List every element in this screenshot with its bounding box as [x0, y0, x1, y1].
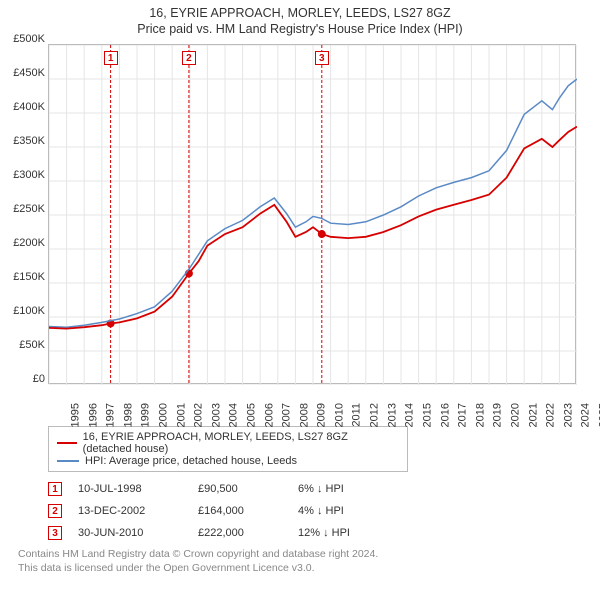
marker-2: 2 [182, 51, 196, 65]
y-tick-label: £100K [13, 305, 45, 317]
y-tick-label: £200K [13, 237, 45, 249]
x-tick-label: 2017 [457, 403, 469, 427]
legend-item: HPI: Average price, detached house, Leed… [57, 455, 399, 467]
x-tick-label: 2014 [404, 403, 416, 427]
x-tick-label: 2022 [545, 403, 557, 427]
y-tick-label: £0 [33, 373, 45, 385]
event-date: 30-JUN-2010 [78, 527, 198, 539]
x-tick-label: 2000 [157, 403, 169, 427]
x-tick-label: 2019 [492, 403, 504, 427]
event-price: £222,000 [198, 527, 298, 539]
legend: 16, EYRIE APPROACH, MORLEY, LEEDS, LS27 … [48, 426, 408, 472]
marker-1: 1 [104, 51, 118, 65]
marker-3: 3 [315, 51, 329, 65]
footer-line2: This data is licensed under the Open Gov… [18, 562, 582, 576]
x-tick-label: 2004 [228, 403, 240, 427]
legend-label: 16, EYRIE APPROACH, MORLEY, LEEDS, LS27 … [83, 431, 399, 455]
events-table: 1 10-JUL-1998£90,5006% ↓ HPI 2 13-DEC-2002£… [48, 482, 582, 540]
y-tick-label: £350K [13, 135, 45, 147]
title-address: 16, EYRIE APPROACH, MORLEY, LEEDS, LS27 … [0, 6, 600, 20]
x-tick-label: 2002 [193, 403, 205, 427]
y-tick-label: £150K [13, 271, 45, 283]
event-marker: 3 [48, 526, 62, 540]
event-date: 13-DEC-2002 [78, 505, 198, 517]
footer-line1: Contains HM Land Registry data © Crown c… [18, 548, 582, 562]
y-axis-labels: £0£50K£100K£150K£200K£250K£300K£350K£400… [3, 39, 47, 377]
legend-item: 16, EYRIE APPROACH, MORLEY, LEEDS, LS27 … [57, 431, 399, 455]
event-row: 3 30-JUN-2010£222,00012% ↓ HPI [48, 526, 582, 540]
x-tick-label: 2003 [210, 403, 222, 427]
event-price: £90,500 [198, 483, 298, 495]
y-tick-label: £500K [13, 33, 45, 45]
price-chart: £0£50K£100K£150K£200K£250K£300K£350K£400… [48, 44, 576, 384]
y-tick-label: £400K [13, 101, 45, 113]
x-tick-label: 2015 [421, 403, 433, 427]
x-tick-label: 2008 [298, 403, 310, 427]
legend-swatch [57, 442, 77, 444]
y-tick-label: £50K [19, 339, 45, 351]
y-tick-label: £450K [13, 67, 45, 79]
x-tick-label: 2024 [580, 403, 592, 427]
event-delta: 6% ↓ HPI [298, 483, 398, 495]
event-price: £164,000 [198, 505, 298, 517]
x-tick-label: 1998 [122, 403, 134, 427]
x-tick-label: 2020 [509, 403, 521, 427]
x-tick-label: 2006 [263, 403, 275, 427]
chart-titles: 16, EYRIE APPROACH, MORLEY, LEEDS, LS27 … [0, 0, 600, 36]
x-tick-label: 2010 [333, 403, 345, 427]
x-tick-label: 2018 [474, 403, 486, 427]
legend-swatch [57, 460, 79, 462]
x-tick-label: 2023 [562, 403, 574, 427]
x-tick-label: 1997 [105, 403, 117, 427]
x-tick-label: 2021 [527, 403, 539, 427]
title-subtitle: Price paid vs. HM Land Registry's House … [0, 22, 600, 36]
footer-attribution: Contains HM Land Registry data © Crown c… [18, 548, 582, 575]
x-tick-label: 1999 [140, 403, 152, 427]
x-tick-label: 2001 [175, 403, 187, 427]
event-marker: 2 [48, 504, 62, 518]
x-tick-label: 2005 [245, 403, 257, 427]
y-tick-label: £250K [13, 203, 45, 215]
x-tick-label: 2009 [316, 403, 328, 427]
event-marker: 1 [48, 482, 62, 496]
event-row: 1 10-JUL-1998£90,5006% ↓ HPI [48, 482, 582, 496]
event-row: 2 13-DEC-2002£164,0004% ↓ HPI [48, 504, 582, 518]
event-date: 10-JUL-1998 [78, 483, 198, 495]
x-tick-label: 2012 [369, 403, 381, 427]
event-delta: 12% ↓ HPI [298, 527, 398, 539]
x-tick-label: 2007 [281, 403, 293, 427]
x-tick-label: 1995 [69, 403, 81, 427]
chart-svg [49, 45, 577, 385]
x-tick-label: 2011 [350, 403, 362, 427]
y-tick-label: £300K [13, 169, 45, 181]
event-delta: 4% ↓ HPI [298, 505, 398, 517]
legend-label: HPI: Average price, detached house, Leed… [85, 455, 297, 467]
x-tick-label: 2016 [439, 403, 451, 427]
x-tick-label: 1996 [87, 403, 99, 427]
x-tick-label: 2013 [386, 403, 398, 427]
x-axis-labels: 1995199619971998199920002001200220032004… [49, 383, 575, 417]
